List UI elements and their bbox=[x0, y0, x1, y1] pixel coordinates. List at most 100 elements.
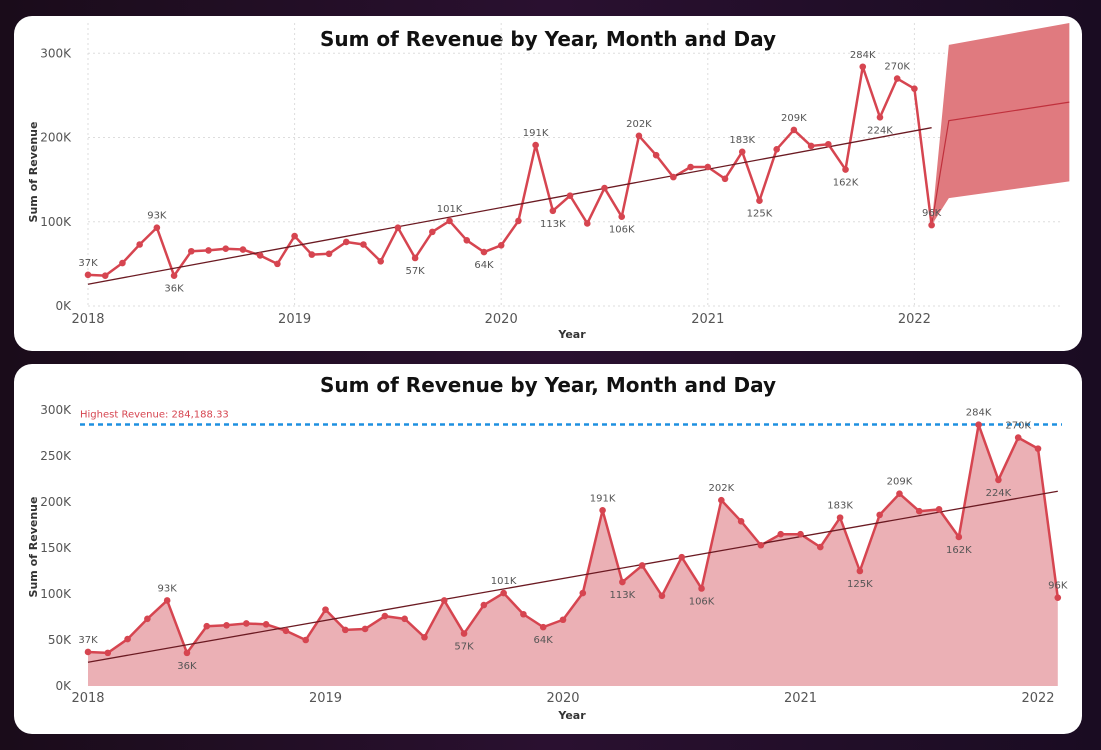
data-point bbox=[737, 518, 745, 525]
data-point bbox=[262, 621, 270, 628]
data-point bbox=[291, 232, 298, 240]
x-tick-label: 2020 bbox=[546, 691, 579, 706]
series-line bbox=[87, 423, 1060, 655]
data-point bbox=[325, 250, 333, 258]
data-point bbox=[497, 242, 505, 249]
data-point bbox=[119, 259, 126, 267]
data-point bbox=[995, 476, 1002, 484]
data-point bbox=[136, 241, 143, 248]
data-point bbox=[955, 533, 963, 541]
data-point bbox=[239, 246, 247, 253]
data-point bbox=[183, 649, 191, 657]
data-label: 202K bbox=[709, 483, 735, 494]
data-label: 96K bbox=[922, 208, 942, 219]
data-point bbox=[401, 615, 408, 623]
series-line bbox=[87, 65, 933, 277]
data-point bbox=[756, 197, 763, 204]
data-point bbox=[825, 140, 832, 148]
data-point bbox=[876, 113, 884, 121]
data-point bbox=[104, 649, 112, 657]
data-point bbox=[480, 601, 488, 609]
data-label: 224K bbox=[867, 125, 893, 136]
x-tick-label: 2019 bbox=[309, 691, 342, 706]
data-label: 36K bbox=[177, 661, 197, 672]
data-point bbox=[520, 610, 527, 618]
chart-card-area[interactable]: Sum of Revenue by Year, Month and Day 0K 5… bbox=[14, 364, 1082, 734]
data-point bbox=[322, 606, 329, 613]
data-point bbox=[652, 151, 660, 159]
data-point bbox=[500, 589, 507, 597]
revenue-forecast-line-chart[interactable]: Sum of Revenue by Year, Month and Day 0K 1… bbox=[14, 16, 1082, 351]
data-point bbox=[638, 562, 646, 569]
chart-card-forecast[interactable]: Sum of Revenue by Year, Month and Day 0K 1… bbox=[14, 16, 1082, 351]
forecast-line bbox=[931, 101, 1070, 226]
data-point bbox=[394, 224, 402, 231]
data-point bbox=[704, 163, 712, 171]
data-point bbox=[341, 626, 349, 634]
revenue-area-chart[interactable]: Sum of Revenue by Year, Month and Day 0K 5… bbox=[14, 364, 1082, 734]
data-point bbox=[842, 166, 849, 173]
trend-line bbox=[87, 490, 1058, 663]
data-point bbox=[549, 207, 557, 215]
y-tick-label: 100K bbox=[40, 587, 72, 601]
area-fill bbox=[88, 424, 1058, 686]
data-point bbox=[670, 173, 677, 181]
data-point bbox=[377, 258, 384, 265]
y-tick-label: 300K bbox=[40, 46, 72, 60]
forecast-confidence-band bbox=[931, 22, 1070, 226]
x-tick-label: 2022 bbox=[1021, 691, 1054, 706]
y-tick-label: 0K bbox=[55, 299, 72, 313]
data-point bbox=[124, 635, 131, 643]
y-tick-label: 300K bbox=[40, 403, 72, 417]
data-point bbox=[757, 541, 765, 549]
data-label: 162K bbox=[833, 178, 859, 189]
x-axis-label: Year bbox=[557, 709, 586, 722]
data-point bbox=[222, 245, 230, 253]
data-point bbox=[440, 597, 448, 604]
data-label: 113K bbox=[540, 219, 566, 230]
data-label: 209K bbox=[887, 477, 913, 488]
data-point bbox=[859, 63, 867, 71]
data-point bbox=[302, 636, 310, 644]
data-point bbox=[429, 228, 436, 236]
data-point bbox=[274, 260, 281, 268]
data-point bbox=[308, 251, 316, 258]
x-tick-label: 2022 bbox=[898, 312, 931, 327]
data-point bbox=[915, 507, 923, 515]
data-point bbox=[515, 217, 522, 225]
x-tick-label: 2021 bbox=[784, 691, 817, 706]
data-label: 106K bbox=[609, 225, 635, 236]
data-point bbox=[203, 622, 211, 630]
data-point bbox=[360, 241, 367, 248]
data-point bbox=[539, 623, 547, 631]
data-point bbox=[698, 585, 705, 592]
data-point bbox=[928, 221, 935, 229]
trend-line bbox=[87, 127, 932, 285]
data-point bbox=[658, 592, 666, 600]
data-point bbox=[687, 163, 694, 171]
y-axis-label: Sum of Revenue bbox=[27, 122, 40, 223]
data-label: 64K bbox=[534, 635, 554, 646]
data-point bbox=[579, 589, 587, 597]
data-label: 113K bbox=[610, 590, 636, 601]
chart-title: Sum of Revenue by Year, Month and Day bbox=[320, 27, 776, 51]
data-point bbox=[911, 85, 918, 92]
data-point bbox=[559, 616, 567, 624]
data-point bbox=[1014, 434, 1022, 441]
x-axis-label: Year bbox=[557, 328, 586, 341]
data-label: 93K bbox=[158, 583, 178, 594]
data-point bbox=[678, 553, 686, 561]
data-point bbox=[411, 254, 419, 262]
data-label: 36K bbox=[164, 284, 184, 295]
data-label: 284K bbox=[966, 408, 992, 419]
data-label: 37K bbox=[78, 258, 98, 269]
data-point bbox=[342, 238, 350, 246]
data-point bbox=[721, 175, 729, 183]
data-label: 101K bbox=[437, 204, 463, 215]
y-tick-label: 200K bbox=[40, 495, 72, 509]
data-point bbox=[84, 271, 92, 279]
data-point bbox=[446, 217, 453, 225]
data-point bbox=[205, 247, 212, 254]
data-point bbox=[463, 236, 471, 244]
data-point bbox=[856, 567, 864, 575]
